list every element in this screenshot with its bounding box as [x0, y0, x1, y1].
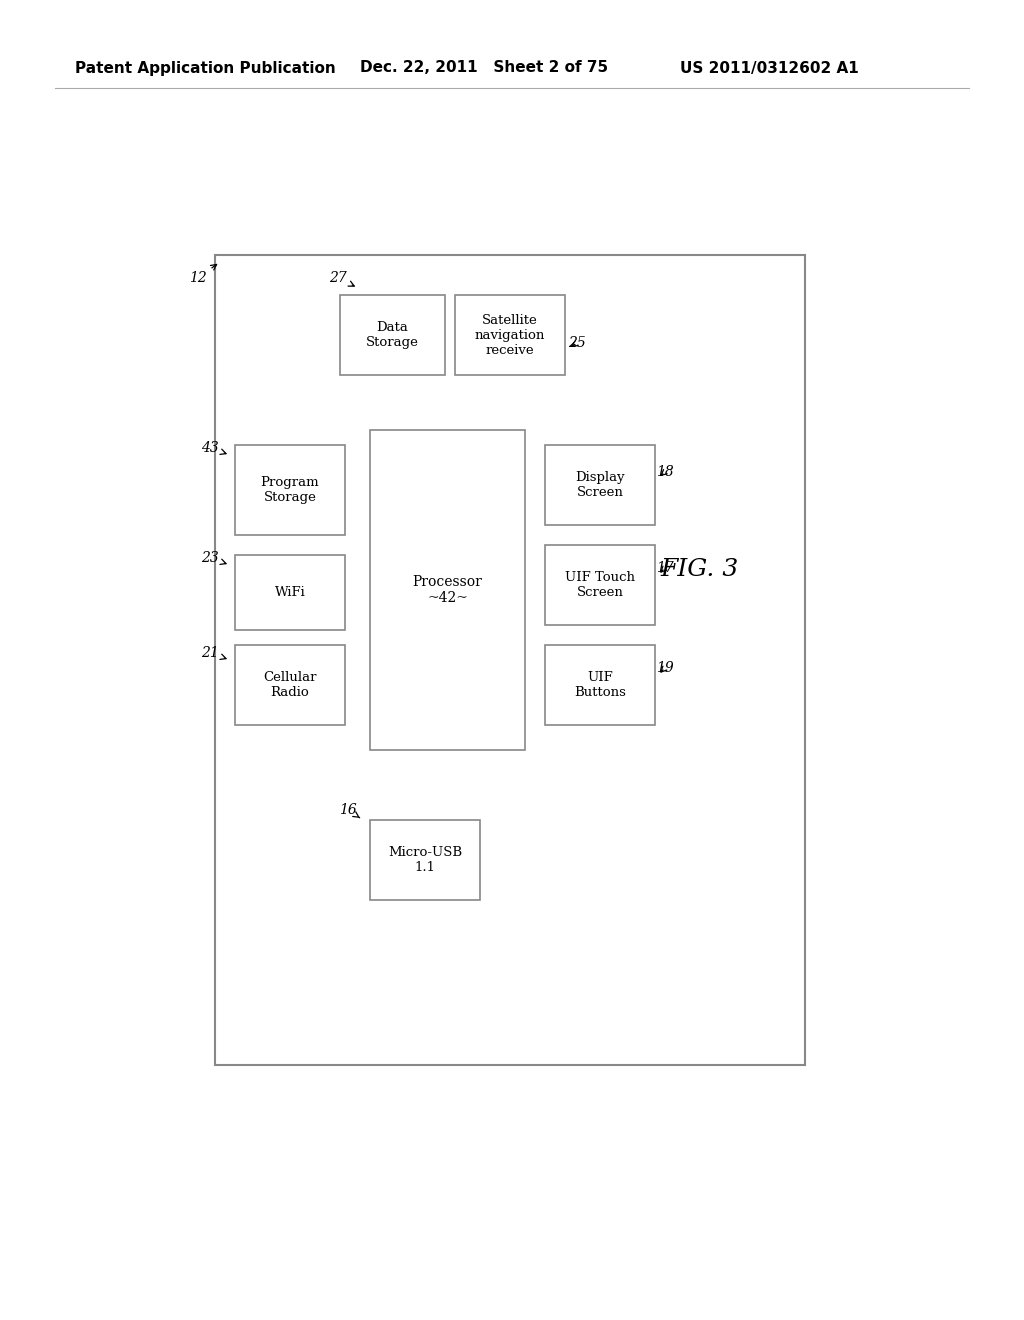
Bar	[370, 430, 525, 750]
Bar	[545, 645, 655, 725]
Text: 12: 12	[189, 264, 217, 285]
Text: 18: 18	[656, 465, 674, 479]
Text: Satellite
navigation
receive: Satellite navigation receive	[475, 314, 545, 356]
Text: Processor
~42~: Processor ~42~	[413, 576, 482, 605]
Bar	[234, 554, 345, 630]
Bar	[370, 820, 480, 900]
Text: 23: 23	[201, 550, 226, 565]
Text: 19: 19	[656, 661, 674, 675]
Text: 27: 27	[329, 271, 354, 286]
Text: 21: 21	[201, 645, 226, 660]
Text: UIF Touch
Screen: UIF Touch Screen	[565, 572, 635, 599]
Text: Program
Storage: Program Storage	[261, 477, 319, 504]
Text: Display
Screen: Display Screen	[575, 471, 625, 499]
Bar	[234, 445, 345, 535]
Text: UIF
Buttons: UIF Buttons	[574, 671, 626, 700]
Bar	[234, 645, 345, 725]
Bar	[215, 255, 805, 1065]
Text: Data
Storage: Data Storage	[366, 321, 419, 348]
Text: 17: 17	[656, 561, 674, 576]
Text: FIG. 3: FIG. 3	[660, 558, 738, 582]
Text: WiFi: WiFi	[274, 586, 305, 599]
Bar	[455, 294, 565, 375]
Bar	[545, 545, 655, 624]
Text: 25: 25	[568, 337, 586, 350]
Text: Dec. 22, 2011   Sheet 2 of 75: Dec. 22, 2011 Sheet 2 of 75	[360, 61, 608, 75]
Text: 16: 16	[339, 803, 359, 818]
Text: US 2011/0312602 A1: US 2011/0312602 A1	[680, 61, 859, 75]
Text: 43: 43	[201, 441, 226, 455]
Bar	[545, 445, 655, 525]
Bar	[340, 294, 445, 375]
Text: Micro-USB
1.1: Micro-USB 1.1	[388, 846, 462, 874]
Text: Patent Application Publication: Patent Application Publication	[75, 61, 336, 75]
Text: Cellular
Radio: Cellular Radio	[263, 671, 316, 700]
